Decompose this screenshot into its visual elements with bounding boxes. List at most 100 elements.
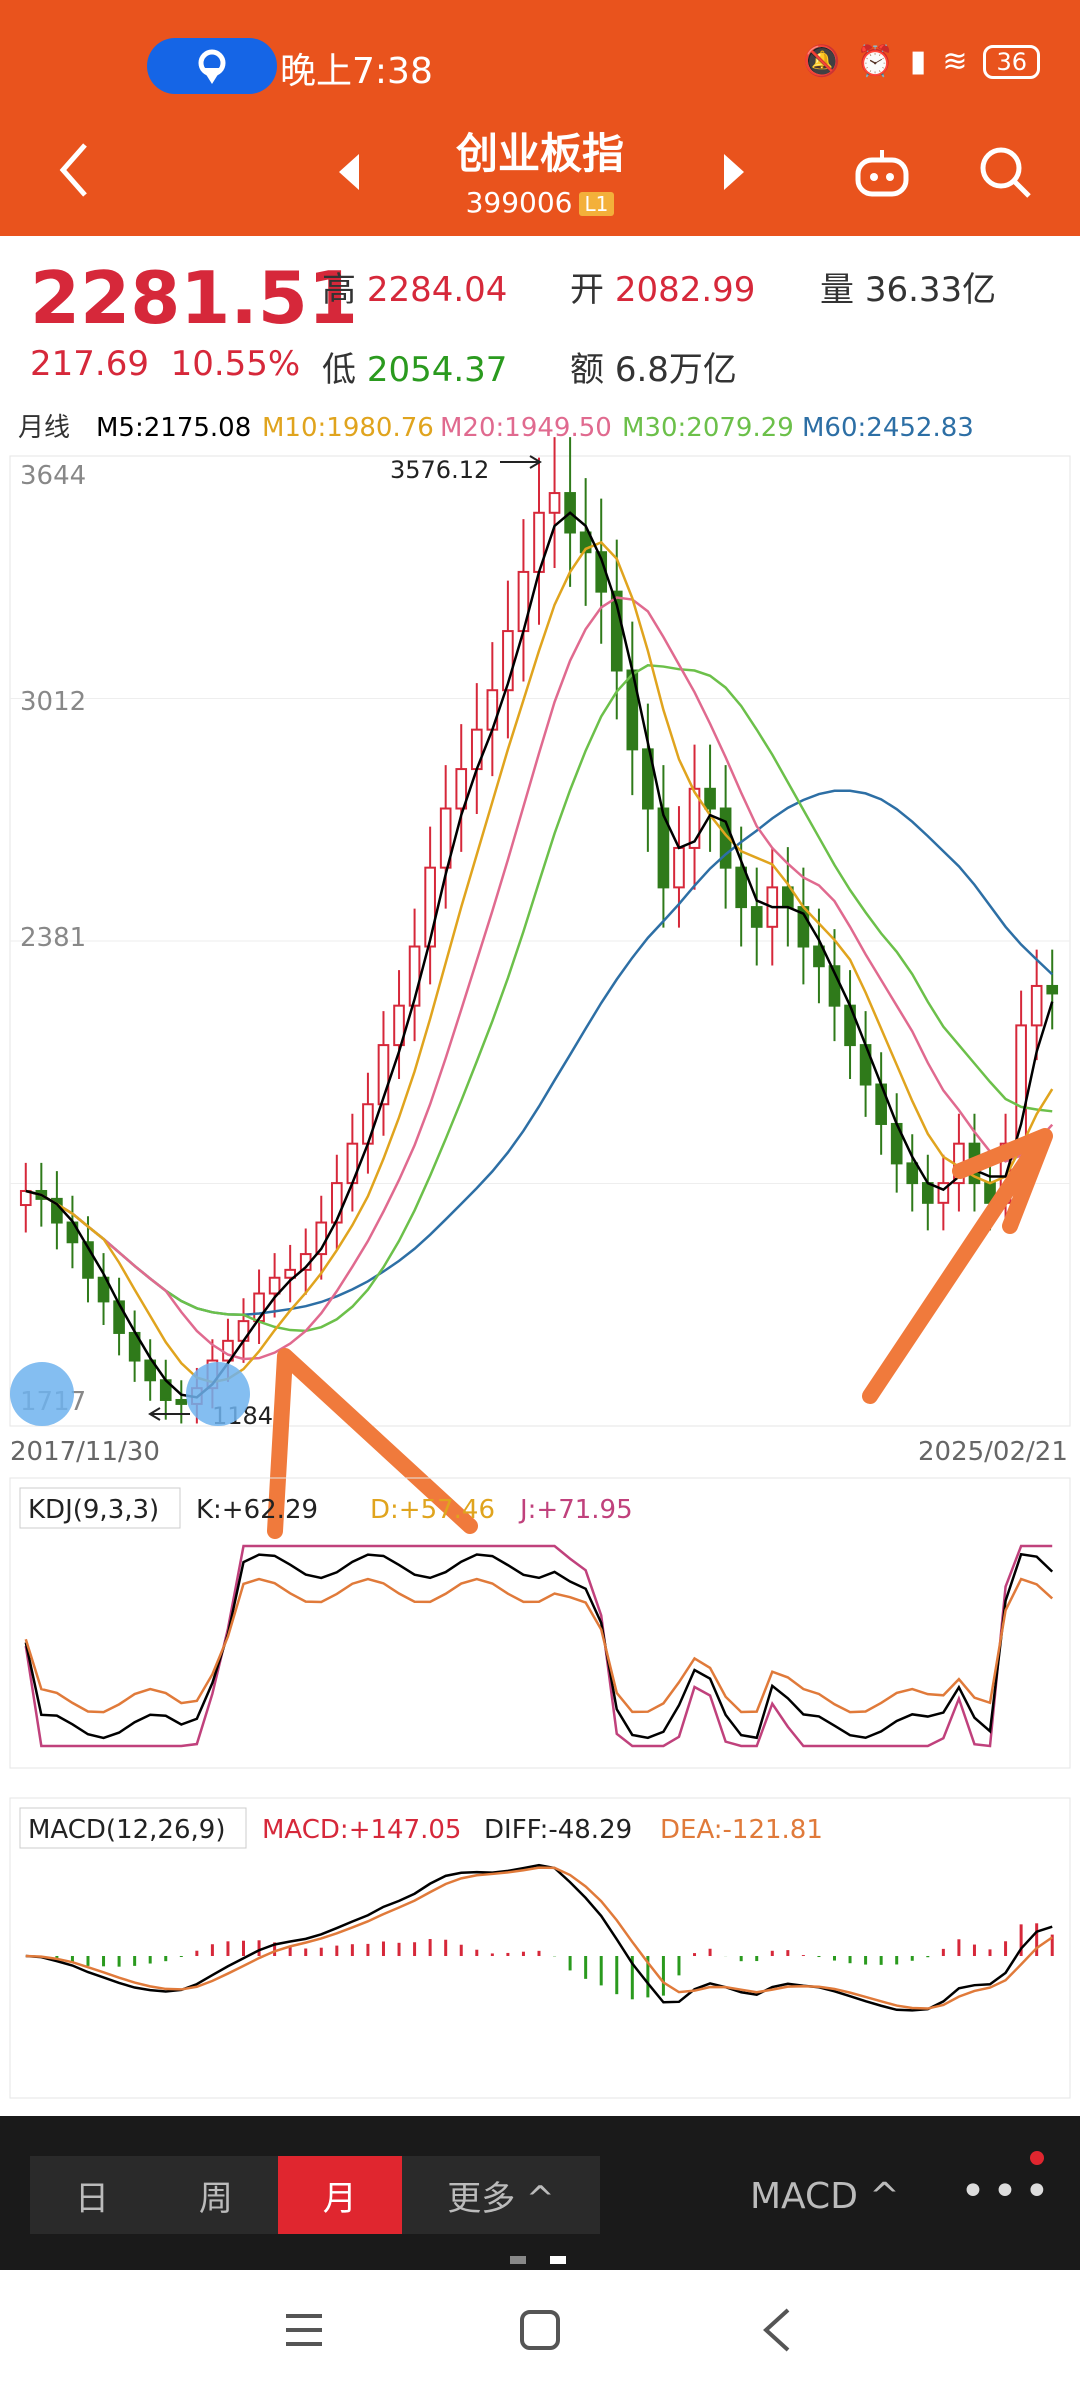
kdj-k: K:+62.29: [196, 1495, 318, 1525]
open-field: 开 2082.99: [570, 262, 755, 311]
menu-icon[interactable]: [282, 2308, 326, 2352]
low-value: 2054.37: [366, 350, 508, 390]
level-badge: L1: [578, 192, 615, 216]
macd-value: MACD:+147.05: [262, 1815, 461, 1845]
period-tabs: 日 周 月 更多 ^ MACD ^ •••: [0, 2116, 1080, 2270]
candle: [642, 748, 654, 810]
volume-value: 36.33亿: [864, 270, 997, 310]
candle: [688, 787, 701, 849]
candle: [657, 807, 670, 889]
ma60-legend: M60:2452.83: [802, 413, 974, 443]
kdj-title-box[interactable]: [19, 1487, 181, 1529]
macd-pane: [9, 1797, 1071, 2099]
price-change: 217.69 10.55%: [30, 344, 300, 384]
back-nav-icon[interactable]: [756, 2306, 800, 2354]
date-end: 2025/02/21: [918, 1437, 1068, 1467]
signal-icon: ▮: [909, 44, 927, 79]
page-title: 创业板指: [455, 129, 624, 178]
volume-field: 量 36.33亿: [820, 262, 996, 311]
ma20-line: [25, 596, 1054, 1361]
kdj-title: KDJ(9,3,3): [28, 1495, 159, 1525]
tab-month[interactable]: 月: [277, 2156, 402, 2234]
home-icon[interactable]: [518, 2308, 562, 2352]
candle: [144, 1359, 157, 1382]
ma5-legend: M5:2175.08: [96, 413, 251, 443]
ytick-2: 3012: [20, 687, 86, 717]
candle: [735, 866, 748, 909]
candle: [424, 866, 436, 948]
back-icon[interactable]: [55, 140, 95, 200]
status-time: 晚上7:38: [280, 51, 433, 92]
candle: [393, 1004, 405, 1047]
next-stock-icon[interactable]: [718, 152, 748, 192]
current-price: 2281.51: [30, 256, 358, 340]
dea-line: [25, 1866, 1053, 2010]
candle: [673, 846, 685, 889]
collapse-icon[interactable]: [186, 1362, 250, 1426]
change-percent: 10.55%: [170, 344, 301, 384]
ma30-legend: M30:2079.29: [622, 413, 794, 443]
stock-code-text: 399006: [465, 186, 573, 219]
macd-title-box[interactable]: [19, 1807, 247, 1849]
volume-label: 量: [820, 270, 854, 310]
ma10-line: [25, 540, 1054, 1384]
ytick-3: 2381: [20, 923, 86, 953]
high-value: 2284.04: [366, 270, 508, 310]
period-tab-group: 日 周 月 更多 ^: [30, 2156, 600, 2234]
quote-panel: 2281.51 217.69 10.55% 高 2284.04 开 2082.9…: [0, 236, 1080, 396]
diff-line: [25, 1863, 1053, 2012]
candle: [284, 1268, 296, 1279]
high-field: 高 2284.04: [322, 262, 507, 311]
amount-field: 额 6.8万亿: [570, 342, 737, 391]
candle: [704, 787, 716, 810]
candle: [82, 1241, 94, 1279]
candle: [330, 1182, 343, 1224]
macd-title: MACD(12,26,9): [28, 1815, 225, 1845]
chart-area[interactable]: 月线 M5:2175.08 M10:1980.76 M20:1949.50 M3…: [0, 396, 1080, 2116]
open-value: 2082.99: [614, 270, 756, 310]
more-menu-icon[interactable]: •••: [960, 2166, 1056, 2217]
robot-icon[interactable]: [852, 142, 912, 202]
candle: [97, 1276, 110, 1303]
expand-left-icon[interactable]: [10, 1362, 74, 1426]
indicator-select[interactable]: MACD ^: [750, 2176, 900, 2217]
candle: [579, 531, 592, 554]
candle: [439, 807, 452, 869]
location-pill[interactable]: [147, 38, 277, 94]
candle: [548, 492, 561, 514]
candle: [610, 590, 623, 672]
candle: [377, 1044, 390, 1106]
change-value: 217.69: [30, 344, 149, 384]
candle: [921, 1182, 934, 1204]
notification-dot: [1030, 2151, 1044, 2165]
status-icons: 🔕 ⏰ ▮ ≋ 36: [803, 44, 1040, 79]
kline-chart[interactable]: 月线 M5:2175.08 M10:1980.76 M20:1949.50 M3…: [0, 396, 1080, 2116]
battery-indicator: 36: [983, 44, 1040, 79]
prev-stock-icon[interactable]: [335, 152, 365, 192]
ma20-legend: M20:1949.50: [440, 413, 612, 443]
macd-diff: DIFF:-48.29: [484, 1815, 632, 1845]
high-arrow-icon: [500, 455, 542, 469]
candle: [906, 1162, 919, 1185]
alarm-icon: ⏰: [856, 44, 894, 79]
candle: [486, 689, 499, 731]
tab-week[interactable]: 周: [198, 2178, 233, 2219]
ma10-legend: M10:1980.76: [262, 413, 434, 443]
kdj-j-line: [24, 1544, 1053, 1748]
wifi-icon: ≋: [942, 44, 968, 79]
tab-more[interactable]: 更多 ^: [447, 2178, 555, 2219]
macd-dea: DEA:-121.81: [660, 1815, 823, 1845]
price-grid: [10, 698, 1070, 1184]
candle: [502, 630, 514, 692]
high-marker: 3576.12: [390, 456, 489, 484]
annotation-arrow-right: [862, 1128, 1053, 1404]
kdj-j: J:+71.95: [518, 1495, 633, 1525]
search-icon[interactable]: [975, 142, 1035, 202]
kdj-d: D:+57.46: [370, 1495, 495, 1525]
amount-value: 6.8万亿: [614, 350, 737, 390]
period-label: 月线: [18, 413, 70, 443]
candle: [362, 1103, 374, 1145]
tab-day[interactable]: 日: [74, 2178, 109, 2219]
ytick-1: 3644: [20, 461, 86, 491]
ma60-line: [25, 789, 1054, 1317]
